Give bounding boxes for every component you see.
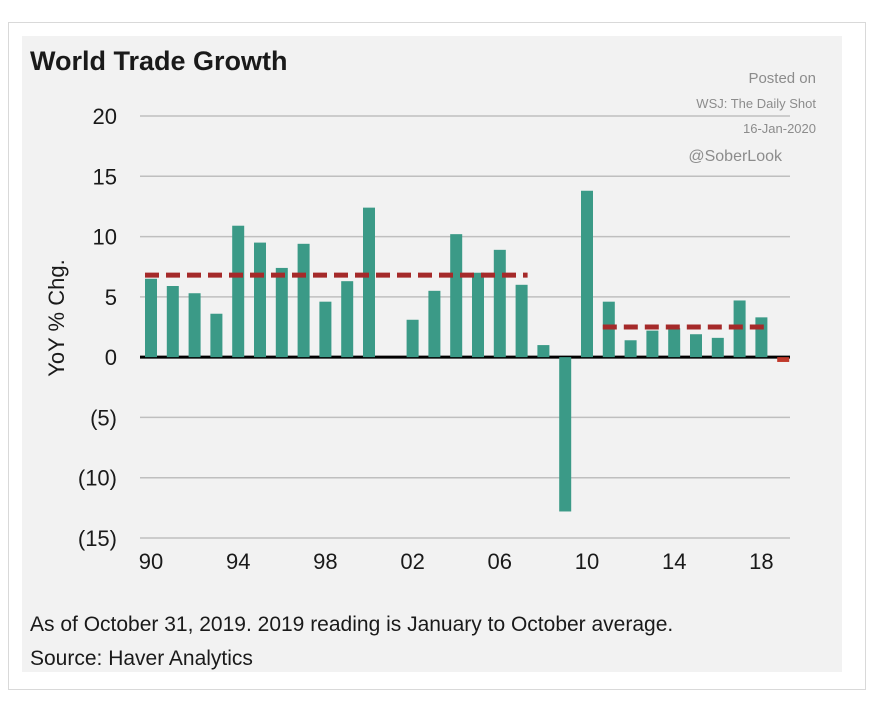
bar <box>297 243 310 358</box>
x-tick-label: 90 <box>139 549 163 574</box>
x-tick-label: 10 <box>575 549 599 574</box>
bar <box>581 190 593 358</box>
posted-watermark: Posted on WSJ: The Daily Shot 16-Jan-202… <box>696 66 816 141</box>
footnote: As of October 31, 2019. 2019 reading is … <box>30 608 673 676</box>
bar <box>777 357 790 362</box>
gridlines <box>140 115 790 539</box>
x-tick-labels: 90 94 98 02 06 10 14 18 <box>139 549 774 574</box>
chart-title: World Trade Growth <box>30 46 288 76</box>
bar <box>363 207 375 358</box>
bar <box>406 319 419 358</box>
handle-label: @SoberLook <box>688 148 782 165</box>
x-tick-label: 14 <box>662 549 686 574</box>
bar <box>428 290 441 358</box>
bar <box>319 301 332 358</box>
footnote-source: Source: Haver Analytics <box>30 647 253 670</box>
y-tick-label: (10) <box>78 466 117 491</box>
bar <box>145 278 157 358</box>
y-tick-labels: 20 15 10 5 0 (5) (10) (15) <box>78 104 117 551</box>
footnote-note: As of October 31, 2019. 2019 reading is … <box>30 613 674 636</box>
bar <box>341 281 354 358</box>
y-tick-label: 20 <box>93 104 117 129</box>
bar <box>515 284 528 358</box>
bar <box>690 334 702 358</box>
bar <box>210 313 223 358</box>
posted-date-label: 16-Jan-2020 <box>743 121 816 136</box>
bar <box>624 340 637 358</box>
y-tick-label: 15 <box>93 164 117 189</box>
y-tick-label: 0 <box>105 345 117 370</box>
bar <box>755 317 768 358</box>
posted-source-label: WSJ: The Daily Shot <box>696 96 816 111</box>
bar <box>232 225 245 358</box>
bar <box>646 330 659 358</box>
average-lines <box>145 272 768 330</box>
y-tick-label: 10 <box>93 225 117 250</box>
x-tick-label: 06 <box>488 549 512 574</box>
bar <box>166 286 179 358</box>
bar <box>188 293 201 358</box>
bar <box>254 242 266 358</box>
bar <box>537 345 550 358</box>
x-tick-label: 18 <box>749 549 773 574</box>
y-tick-label: 5 <box>105 285 117 310</box>
y-tick-label: (5) <box>90 405 117 430</box>
bar <box>472 272 484 358</box>
x-tick-label: 02 <box>400 549 424 574</box>
posted-on-label: Posted on <box>748 70 816 87</box>
bar <box>711 337 724 358</box>
bar <box>559 357 572 512</box>
bar <box>275 267 288 358</box>
bars <box>145 190 790 512</box>
y-tick-label: (15) <box>78 526 117 551</box>
x-tick-label: 94 <box>226 549 250 574</box>
bar <box>450 234 463 358</box>
x-tick-label: 98 <box>313 549 337 574</box>
bar <box>668 328 681 358</box>
bar <box>493 249 506 358</box>
